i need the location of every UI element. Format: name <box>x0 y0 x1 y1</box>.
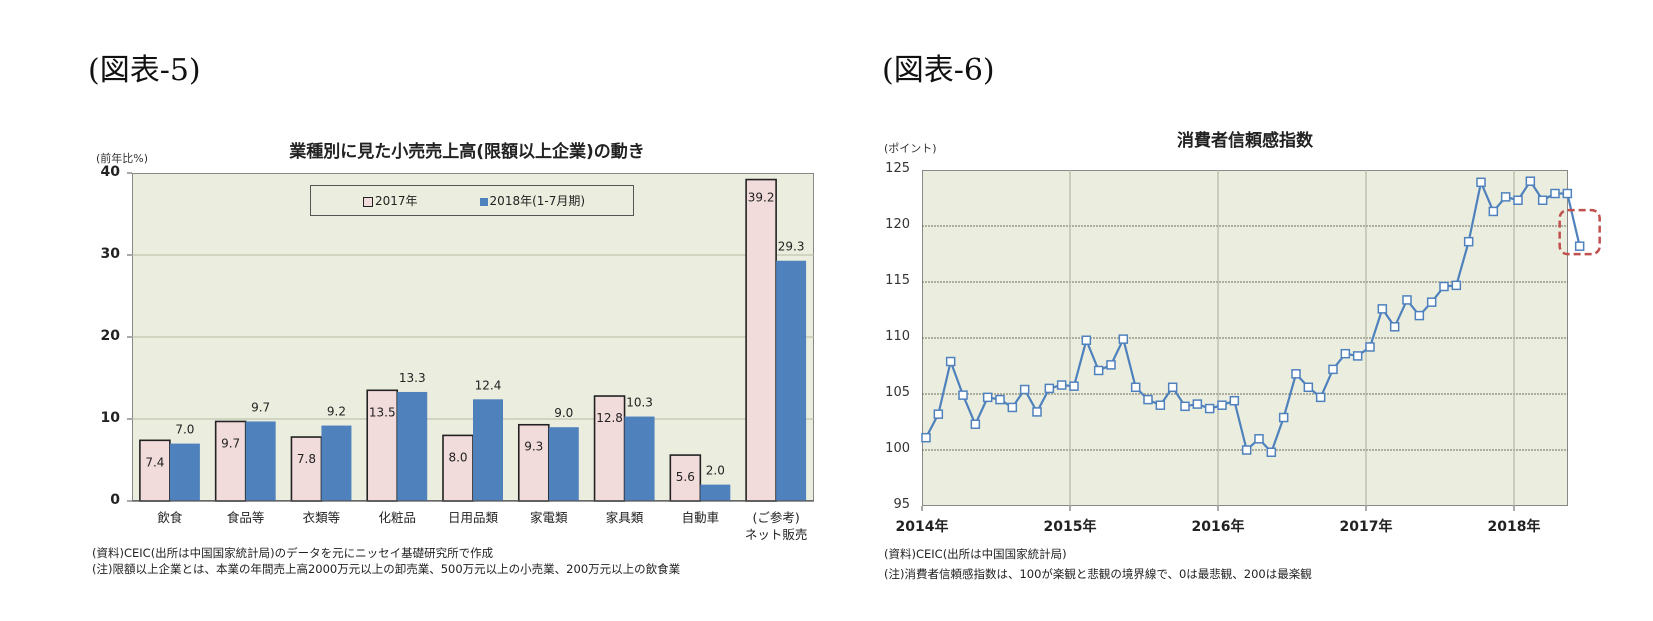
line-chart-y-unit: (ポイント) <box>884 142 937 155</box>
svg-text:2.0: 2.0 <box>706 464 725 478</box>
y-tick-label: 125 <box>885 161 910 176</box>
x-tick-year-label: 2018年 <box>1487 519 1541 535</box>
svg-text:10.3: 10.3 <box>626 396 653 410</box>
y-tick-label: 105 <box>885 385 910 400</box>
svg-text:5.6: 5.6 <box>676 470 695 484</box>
category-label: 化粧品 <box>378 510 416 525</box>
y-tick-label: 10 <box>100 410 120 426</box>
bar-chart-legend: 2017年 2018年(1-7月期) <box>310 185 634 216</box>
svg-text:12.4: 12.4 <box>475 378 502 392</box>
svg-text:7.8: 7.8 <box>297 452 316 466</box>
bar-chart-y-unit: (前年比%) <box>96 152 149 165</box>
legend-swatch-2017-icon <box>363 196 373 207</box>
legend-swatch-2018-icon <box>479 197 488 206</box>
legend-item-2018: 2018年(1-7月期) <box>479 192 585 209</box>
category-label: 衣類等 <box>302 510 341 525</box>
svg-text:9.7: 9.7 <box>221 436 240 450</box>
svg-text:13.3: 13.3 <box>399 371 426 385</box>
y-tick-label: 20 <box>100 328 120 344</box>
category-label: 日用品類 <box>447 510 498 525</box>
legend-item-2017: 2017年 <box>363 192 418 209</box>
category-label: 飲食 <box>157 510 183 525</box>
svg-text:7.0: 7.0 <box>175 423 194 437</box>
figure-label-6: (図表-6) <box>882 53 995 88</box>
line-chart-title: 消費者信頼感指数 <box>1177 131 1313 151</box>
y-tick-label: 100 <box>885 441 910 456</box>
bar-chart-source-note: (資料)CEIC(出所は中国国家統計局)のデータを元にニッセイ基礎研究所で作成 <box>92 546 494 560</box>
figure-label-5: (図表-5) <box>88 53 201 88</box>
category-label: 食品等 <box>226 510 265 525</box>
category-label: 家電類 <box>530 510 568 525</box>
x-tick-year-label: 2017年 <box>1339 519 1393 535</box>
y-tick-label: 115 <box>885 273 910 288</box>
svg-text:9.0: 9.0 <box>554 406 573 420</box>
svg-text:12.8: 12.8 <box>596 411 623 425</box>
line-chart-footnote: (注)消費者信頼感指数は、100が楽観と悲観の境界線で、0は最悲観、200は最楽… <box>884 567 1312 581</box>
x-tick-year-label: 2016年 <box>1191 519 1245 535</box>
svg-text:9.3: 9.3 <box>524 440 543 454</box>
category-label: (ご参考) ネット販売 <box>744 510 808 542</box>
svg-text:8.0: 8.0 <box>448 450 467 464</box>
y-tick-label: 0 <box>110 492 120 508</box>
x-tick-year-label: 2015年 <box>1043 519 1097 535</box>
svg-text:9.7: 9.7 <box>251 400 270 414</box>
svg-text:39.2: 39.2 <box>748 191 775 205</box>
svg-text:7.4: 7.4 <box>145 455 164 469</box>
bar-chart-footnote: (注)限額以上企業とは、本業の年間売上高2000万元以上の卸売業、500万元以上… <box>92 562 681 576</box>
y-tick-label: 110 <box>885 329 910 344</box>
svg-text:13.5: 13.5 <box>369 405 396 419</box>
category-label: 自動車 <box>681 510 720 525</box>
svg-text:29.3: 29.3 <box>778 240 805 254</box>
y-tick-label: 95 <box>893 497 910 512</box>
y-tick-label: 120 <box>885 217 910 232</box>
y-tick-label: 30 <box>100 246 120 262</box>
line-chart-source-note: (資料)CEIC(出所は中国国家統計局) <box>884 547 1067 561</box>
bar-chart-title: 業種別に見た小売売上高(限額以上企業)の動き <box>289 142 645 162</box>
category-label: 家具類 <box>605 510 644 525</box>
y-tick-label: 40 <box>100 164 120 180</box>
svg-text:9.2: 9.2 <box>327 405 346 419</box>
x-tick-year-label: 2014年 <box>895 519 949 535</box>
